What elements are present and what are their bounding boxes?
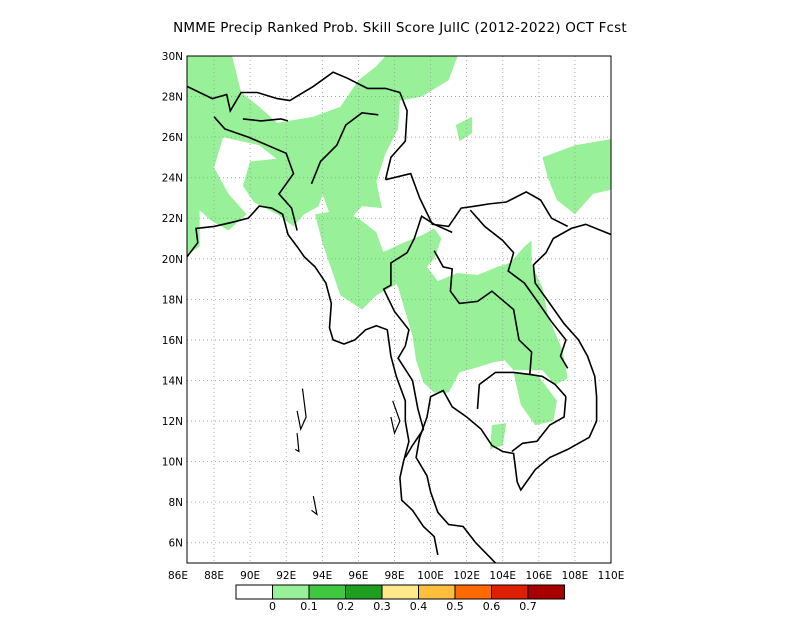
island <box>294 433 300 453</box>
skill-shading <box>187 56 611 450</box>
lon-tick-label: 98E <box>384 570 404 582</box>
coastline <box>399 461 439 556</box>
grid-lines <box>187 56 611 563</box>
coastline <box>433 250 533 375</box>
lon-tick-label: 100E <box>417 570 444 582</box>
colorbar-label: 0 <box>269 600 276 613</box>
lon-tick-label: 110E <box>598 570 625 582</box>
skill-region <box>315 210 404 310</box>
lat-tick-label: 28N <box>162 92 183 104</box>
lat-tick-label: 12N <box>162 416 183 428</box>
coastline <box>310 111 379 185</box>
colorbar: 0 0.1 0.2 0.3 0.4 0.5 0.6 0.7 <box>235 584 565 613</box>
lon-tick-label: 90E <box>240 570 260 582</box>
colorbar-swatch <box>308 584 346 600</box>
lat-tick-labels: 6N 8N 10N 12N 14N 16N 18N 20N 22N 24N 26N 28N 30N <box>162 51 183 550</box>
lon-tick-label: 94E <box>312 570 332 582</box>
skill-region <box>381 228 568 393</box>
colorbar-swatch <box>454 584 492 600</box>
lat-tick-label: 10N <box>162 457 183 469</box>
lat-tick-label: 20N <box>162 254 183 266</box>
coastlines <box>187 71 611 563</box>
coastline <box>213 116 298 231</box>
lon-tick-label: 88E <box>204 570 224 582</box>
colorbar-swatch <box>491 584 529 600</box>
lat-tick-label: 6N <box>168 538 183 550</box>
lon-tick-label: 86E <box>168 570 188 582</box>
colorbar-swatch <box>272 584 310 600</box>
lat-tick-label: 18N <box>162 294 183 306</box>
coastline <box>187 205 410 462</box>
lon-tick-label: 108E <box>562 570 589 582</box>
island <box>390 400 401 436</box>
island <box>311 495 318 516</box>
skill-region <box>542 139 611 215</box>
colorbar-swatch <box>235 584 273 600</box>
skill-region <box>490 423 507 450</box>
colorbar-label: 0.7 <box>519 600 537 613</box>
coastline <box>511 396 567 453</box>
coastline <box>476 371 567 409</box>
lat-tick-label: 26N <box>162 132 183 144</box>
lat-tick-label: 16N <box>162 335 183 347</box>
skill-region <box>187 56 458 255</box>
skill-region <box>242 157 325 227</box>
lat-tick-label: 30N <box>162 51 183 63</box>
colorbar-label: 0.3 <box>373 600 391 613</box>
map-title: NMME Precip Ranked Prob. Skill Score Jul… <box>173 20 627 36</box>
lat-tick-label: 14N <box>162 375 183 387</box>
coastline <box>385 172 569 228</box>
lat-tick-label: 24N <box>162 173 183 185</box>
coastline <box>187 71 408 180</box>
colorbar-label: 0.2 <box>337 600 355 613</box>
lon-tick-label: 96E <box>348 570 368 582</box>
colorbar-swatch <box>345 584 383 600</box>
colorbar-label: 0.1 <box>300 600 318 613</box>
colorbar-label: 0.6 <box>483 600 501 613</box>
coastline <box>469 209 569 369</box>
coastline <box>382 214 453 458</box>
colorbar-swatch <box>381 584 419 600</box>
coastline <box>242 118 289 122</box>
colorbar-swatch <box>418 584 456 600</box>
coastline <box>415 223 611 563</box>
lon-tick-label: 106E <box>525 570 552 582</box>
lon-tick-labels: 86E 88E 90E 92E 94E 96E 98E 100E 102E 104E 106E 108… <box>168 570 624 582</box>
skill-region <box>513 372 557 426</box>
colorbar-label: 0.4 <box>410 600 428 613</box>
colorbar-label: 0.5 <box>446 600 464 613</box>
island <box>296 388 307 432</box>
colorbar-swatch <box>527 584 565 600</box>
lat-tick-label: 8N <box>168 497 183 509</box>
skill-region <box>455 116 473 142</box>
lon-tick-label: 104E <box>489 570 516 582</box>
lon-tick-label: 92E <box>276 570 296 582</box>
lat-tick-label: 22N <box>162 213 183 225</box>
lon-tick-label: 102E <box>453 570 480 582</box>
map-frame <box>186 55 612 564</box>
